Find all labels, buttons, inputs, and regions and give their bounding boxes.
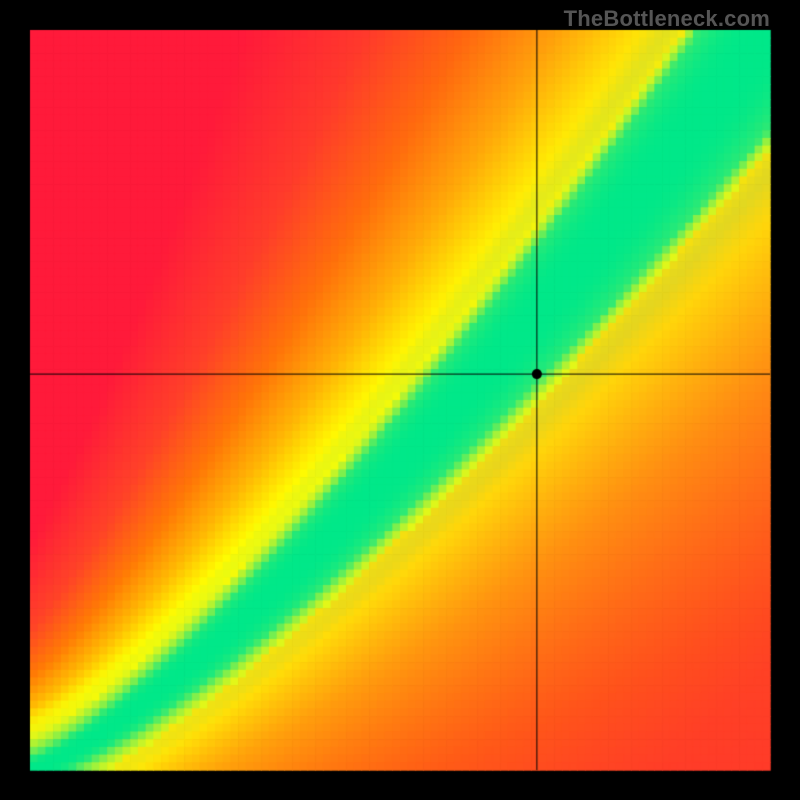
bottleneck-heatmap (0, 0, 800, 800)
watermark-text: TheBottleneck.com (564, 6, 770, 32)
chart-container: TheBottleneck.com (0, 0, 800, 800)
